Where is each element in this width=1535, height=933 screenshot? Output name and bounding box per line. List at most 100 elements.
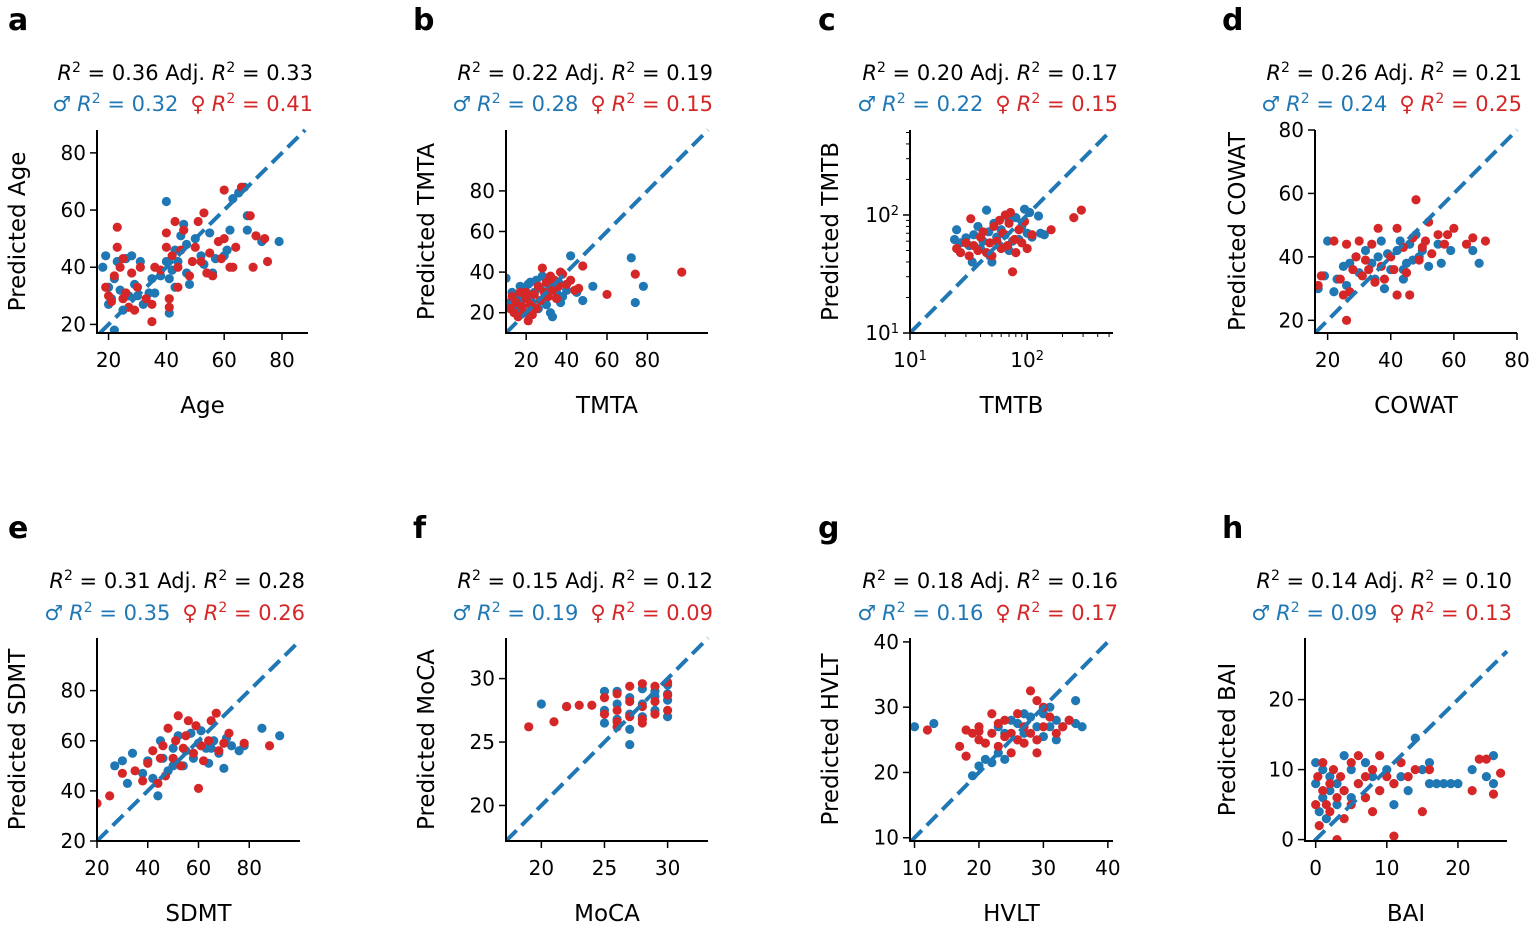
male-symbol-icon: ♂: [857, 601, 876, 625]
text-span: 2: [226, 91, 235, 107]
male-point: [1077, 722, 1087, 732]
male-point: [184, 279, 195, 289]
female-point: [219, 234, 229, 244]
female-point: [112, 222, 122, 232]
text-span: Adj.: [159, 61, 212, 85]
r2-value: 0.31: [104, 569, 151, 593]
female-point: [1495, 768, 1506, 778]
text-span: 2: [72, 60, 81, 76]
male-point: [101, 251, 111, 261]
r2-value: 0.18: [917, 569, 964, 593]
male-point: [225, 225, 235, 235]
female-point: [1025, 728, 1036, 738]
female-point: [164, 302, 174, 312]
text-span: R: [212, 61, 227, 85]
female-symbol-icon: ♀: [1399, 92, 1414, 116]
x-tick-label: 30: [1031, 856, 1056, 880]
female-point: [1335, 772, 1346, 782]
male-point: [1376, 236, 1386, 246]
female-point: [955, 741, 965, 751]
female-point: [625, 696, 635, 707]
text-span: =: [227, 569, 258, 593]
female-symbol-icon: ♀: [590, 601, 605, 625]
female-point: [1006, 748, 1016, 758]
male-point: [242, 225, 252, 235]
female-point: [216, 254, 226, 264]
text-span: R: [1421, 92, 1436, 116]
y-tick-label: 80: [470, 179, 495, 203]
text-span: 2: [626, 60, 635, 76]
female-point: [521, 287, 531, 297]
female-point: [630, 269, 640, 279]
female-point: [1433, 230, 1443, 240]
panel-letter: g: [818, 511, 839, 546]
female-point: [1392, 223, 1402, 233]
male-point: [1396, 772, 1406, 782]
female-point: [1339, 786, 1349, 796]
identity-line: [1315, 128, 1519, 333]
text-span: R: [612, 61, 627, 85]
x-tick-label: 80: [237, 856, 262, 880]
y-tick-label: 60: [470, 220, 495, 244]
y-tick-exponent: 1: [891, 322, 899, 337]
x-axis-label: COWAT: [1374, 393, 1459, 419]
text-span: 2: [64, 568, 73, 584]
male-point: [1389, 800, 1399, 810]
male-r2-value: 0.22: [937, 92, 984, 116]
y-tick-label: 20: [61, 312, 86, 336]
male-r2-value: 0.35: [124, 601, 171, 625]
r2-value: 0.14: [1311, 569, 1358, 593]
male-point: [981, 205, 992, 215]
male-r2-value: 0.32: [132, 92, 179, 116]
male-point: [1424, 261, 1434, 271]
female-point: [612, 705, 622, 715]
text-span: =: [501, 92, 532, 116]
male-point: [663, 712, 673, 722]
female-point: [130, 766, 140, 776]
sex-r2-summary: ♂ R2 = 0.16 ♀ R2 = 0.17: [857, 600, 1118, 625]
female-r2-value: 0.25: [1475, 92, 1522, 116]
male-point: [127, 251, 137, 261]
text-span: R: [457, 569, 472, 593]
female-point: [993, 741, 1003, 751]
identity-line: [98, 128, 307, 333]
y-axis-label: Predicted SDMT: [5, 648, 31, 830]
male-point: [127, 748, 138, 758]
text-span: 2: [218, 600, 227, 616]
text-span: Adj.: [964, 61, 1017, 85]
plot-area: [98, 128, 307, 333]
female-point: [248, 262, 258, 272]
x-tick-label: 80: [1504, 348, 1529, 372]
male-point: [1323, 236, 1333, 246]
female-point: [1318, 758, 1328, 768]
female-point: [1022, 243, 1032, 254]
female-point: [533, 281, 543, 291]
female-point: [1329, 236, 1339, 246]
y-tick-label: 80: [61, 679, 86, 703]
adj-r2-value: 0.28: [258, 569, 305, 593]
y-tick-label: 60: [61, 198, 86, 222]
plot-area: [1315, 128, 1519, 333]
panel-letter: e: [8, 511, 28, 546]
text-span: 2: [626, 91, 635, 107]
male-point: [206, 743, 216, 753]
text-span: R: [1256, 569, 1271, 593]
male-point: [98, 262, 108, 272]
panel-g: g R2 = 0.18 Adj. R2 = 0.16 ♂ R2 = 0.16 ♀ R2 =…: [818, 511, 1121, 927]
female-point: [1411, 195, 1421, 205]
x-tick-label: 60: [186, 856, 211, 880]
y-tick-label: 30: [470, 667, 495, 691]
male-symbol-icon: ♂: [52, 92, 71, 116]
female-point: [148, 746, 158, 756]
x-tick-label: 20: [513, 348, 538, 372]
male-point: [599, 686, 610, 696]
female-point: [1009, 234, 1020, 245]
r2-summary: R2 = 0.14 Adj. R2 = 0.10: [1256, 568, 1512, 593]
text-span: 2: [897, 600, 906, 616]
female-point: [987, 709, 997, 719]
female-point: [231, 242, 241, 252]
r2-summary: R2 = 0.18 Adj. R2 = 0.16: [862, 568, 1118, 593]
text-span: =: [1280, 569, 1311, 593]
male-r2-value: 0.09: [1331, 601, 1378, 625]
